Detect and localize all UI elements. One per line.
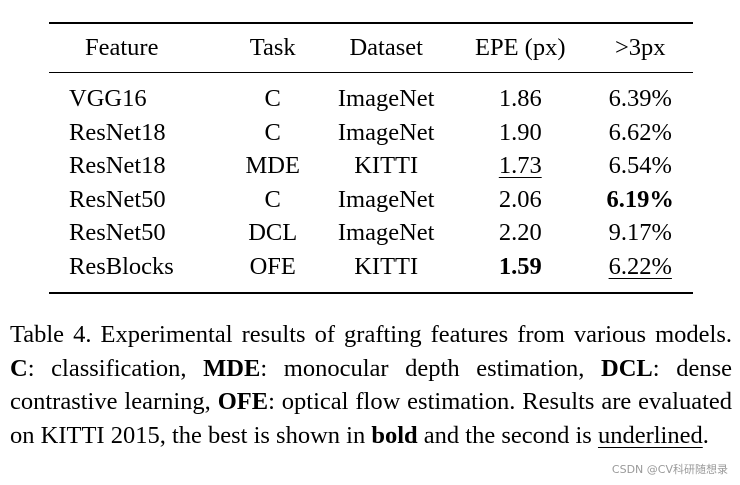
header-epe: EPE (px): [475, 34, 566, 61]
cell-feature-text: ResBlocks: [69, 252, 174, 280]
cell-epe: 2.20: [453, 216, 587, 250]
cell-dataset: ImageNet: [319, 73, 453, 116]
cell-epe: 2.06: [453, 183, 587, 217]
caption-c-abbr: C: [10, 354, 28, 382]
cell-feature: ResNet50: [49, 216, 226, 250]
cell-task-text: OFE: [249, 252, 296, 280]
cell-gt3px-text: 6.54%: [608, 152, 672, 180]
cell-feature-text: VGG16: [69, 85, 147, 112]
cell-epe: 1.90: [453, 116, 587, 150]
caption-mde-desc: : monocular depth estimation,: [260, 354, 602, 382]
cell-feature: ResNet18: [49, 116, 226, 150]
cell-epe-text: 1.90: [498, 118, 542, 146]
caption-mid: and the second is: [417, 421, 598, 449]
cell-epe-text: 1.73: [498, 152, 542, 180]
caption-mde-abbr: MDE: [203, 354, 261, 382]
caption-bold-word: bold: [371, 421, 418, 449]
cell-gt3px: 6.54%: [587, 149, 693, 183]
cell-task-text: MDE: [245, 152, 300, 180]
cell-feature: VGG16: [49, 73, 226, 116]
cell-dataset-text: ImageNet: [337, 185, 435, 213]
cell-gt3px-text: 6.39%: [608, 85, 672, 112]
cell-gt3px: 6.62%: [587, 116, 693, 150]
table-caption: Table 4. Experimental results of graftin…: [10, 318, 732, 452]
caption-ofe-desc: : optical flow estimation. Results are e…: [10, 388, 732, 449]
cell-dataset: ImageNet: [319, 183, 453, 217]
results-table: Feature Task Dataset EPE (px) >3px VGG16…: [49, 22, 693, 294]
cell-feature-text: ResNet18: [69, 152, 166, 180]
cell-task: DCL: [226, 216, 319, 250]
header-gt3px: >3px: [614, 34, 666, 61]
cell-task-text: C: [264, 118, 281, 146]
cell-feature: ResNet50: [49, 183, 226, 217]
cell-dataset-text: ImageNet: [337, 85, 435, 112]
cell-task-text: DCL: [248, 219, 298, 247]
cell-dataset: KITTI: [319, 149, 453, 183]
cell-dataset: ImageNet: [319, 116, 453, 150]
caption-dcl-abbr: DCL: [601, 354, 653, 382]
cell-dataset: ImageNet: [319, 216, 453, 250]
cell-epe-text: 2.06: [498, 185, 542, 213]
cell-dataset: KITTI: [319, 250, 453, 293]
table-row: ResNet18 C ImageNet 1.90 6.62%: [49, 116, 693, 150]
cell-gt3px: 6.39%: [587, 73, 693, 116]
cell-task-text: C: [264, 85, 281, 112]
header-task: Task: [249, 34, 296, 61]
cell-feature: ResNet18: [49, 149, 226, 183]
table-body: VGG16 C ImageNet 1.86 6.39% ResNet18 C ImageNet…: [49, 73, 693, 293]
cell-dataset-text: KITTI: [354, 152, 419, 180]
header-feature: Feature: [85, 34, 159, 61]
cell-gt3px-text: 9.17%: [608, 219, 672, 247]
cell-feature-text: ResNet50: [69, 185, 166, 213]
cell-feature-text: ResNet18: [69, 118, 166, 146]
caption-c-desc: : classification,: [27, 354, 204, 382]
caption-underlined-word: underlined: [597, 421, 703, 449]
cell-epe: 1.73: [453, 149, 587, 183]
cell-task: OFE: [226, 250, 319, 293]
cell-dataset-text: ImageNet: [337, 118, 435, 146]
cell-gt3px: 9.17%: [587, 216, 693, 250]
table-row: ResNet50 DCL ImageNet 2.20 9.17%: [49, 216, 693, 250]
caption-intro: Table 4. Experimental results of graftin…: [10, 321, 732, 348]
cell-task: C: [226, 183, 319, 217]
cell-gt3px-text: 6.19%: [606, 185, 674, 213]
cell-gt3px-text: 6.62%: [608, 118, 672, 146]
table-row: ResNet18 MDE KITTI 1.73 6.54%: [49, 149, 693, 183]
caption-dcl-desc: : dense contrastive learning,: [10, 354, 732, 416]
table-header-row: Feature Task Dataset EPE (px) >3px: [49, 23, 693, 73]
table-row: ResBlocks OFE KITTI 1.59 6.22%: [49, 250, 693, 293]
cell-dataset-text: ImageNet: [337, 219, 435, 247]
cell-task: C: [226, 73, 319, 116]
cell-epe-text: 1.86: [498, 85, 542, 112]
caption-end: .: [702, 421, 709, 449]
cell-gt3px: 6.19%: [587, 183, 693, 217]
cell-task-text: C: [264, 185, 281, 213]
cell-gt3px: 6.22%: [587, 250, 693, 293]
cell-task: C: [226, 116, 319, 150]
cell-epe-text: 2.20: [498, 219, 542, 247]
table-row: ResNet50 C ImageNet 2.06 6.19%: [49, 183, 693, 217]
header-dataset: Dataset: [349, 34, 423, 61]
cell-gt3px-text: 6.22%: [608, 252, 672, 280]
caption-ofe-abbr: OFE: [217, 388, 269, 415]
watermark-text: CSDN @CV科研随想录: [611, 463, 728, 476]
cell-feature-text: ResNet50: [69, 219, 166, 247]
cell-epe-text: 1.59: [498, 252, 542, 280]
cell-feature: ResBlocks: [49, 250, 226, 293]
cell-dataset-text: KITTI: [354, 252, 419, 280]
cell-epe: 1.59: [453, 250, 587, 293]
table-row: VGG16 C ImageNet 1.86 6.39%: [49, 73, 693, 116]
results-table-container: Feature Task Dataset EPE (px) >3px VGG16…: [49, 22, 693, 294]
cell-epe: 1.86: [453, 73, 587, 116]
cell-task: MDE: [226, 149, 319, 183]
